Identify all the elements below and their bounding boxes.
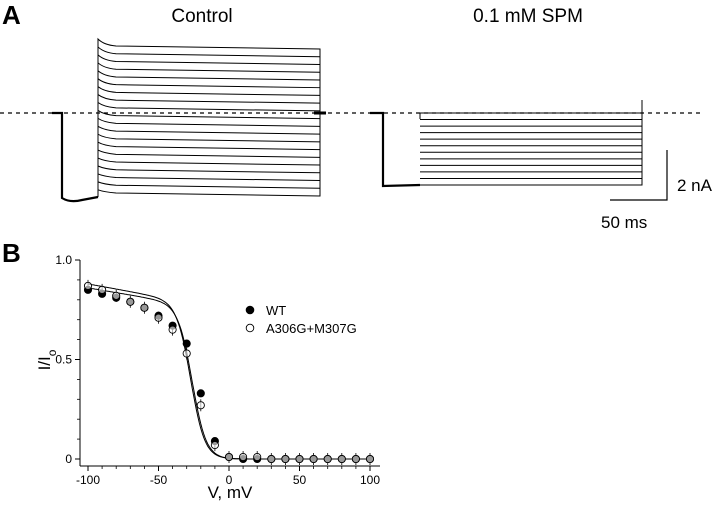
data-point-mutant: [168, 325, 177, 334]
x-tick-label: 100: [360, 473, 380, 487]
control-sweep-trace: [97, 77, 321, 197]
data-point-mutant: [351, 454, 360, 464]
control-sweep-trace: [97, 113, 321, 197]
fit-curve-mutant: [87, 283, 370, 460]
data-point-mutant: [337, 454, 346, 464]
x-tick-label: 50: [293, 473, 307, 487]
control-sweep-trace: [97, 85, 321, 197]
x-axis-title: V, mV: [208, 483, 253, 502]
spm-sweep-trace: [420, 113, 643, 134]
control-sweep-trace: [97, 61, 321, 197]
control-sweep-trace: [97, 113, 321, 197]
scale-current-label: 2 nA: [677, 176, 713, 195]
control-sweep-trace: [97, 113, 321, 197]
x-tick-label: 0: [226, 473, 233, 487]
x-tick-label: -100: [76, 473, 100, 487]
spm-sweep-trace: [420, 113, 643, 121]
data-point-mutant: [140, 303, 149, 312]
data-point-mutant: [126, 297, 135, 306]
control-label: Control: [171, 6, 232, 27]
legend-label-mutant: A306G+M307G: [266, 321, 357, 336]
y-tick-label: 0: [65, 452, 72, 466]
data-point-mutant: [253, 452, 262, 462]
control-sweep-trace: [97, 113, 321, 197]
data-point-mutant: [365, 454, 375, 464]
scale-bar: [610, 150, 668, 201]
control-sweep-trace: [97, 69, 321, 197]
control-sweep-trace: [97, 101, 321, 197]
axis-ticks: -100 -50 0 50 100 0 0.5 1.0: [55, 253, 380, 487]
data-point-mutant: [83, 281, 93, 290]
data-point-mutant: [196, 401, 205, 410]
spm-sweep-trace: [420, 113, 643, 186]
y-axis-title-sub: o: [45, 349, 59, 356]
scale-time-label: 50 ms: [601, 213, 647, 232]
spm-sweep-trace: [419, 112, 642, 119]
panel-a-letter: A: [2, 0, 21, 30]
spm-current-traces: [370, 100, 643, 188]
data-point-mutant: [295, 454, 304, 464]
y-axis-title-main: I/I: [35, 356, 54, 370]
y-axis-title: I/Io: [35, 349, 59, 370]
x-tick-label: -50: [150, 473, 168, 487]
control-sweep-trace: [97, 37, 321, 197]
legend-marker-wt: [245, 305, 255, 315]
legend-label-wt: WT: [266, 303, 286, 318]
data-point-mutant: [112, 291, 121, 300]
control-sweep-trace: [97, 113, 321, 197]
data-point-wt: [196, 389, 205, 398]
spm-prepulse-trace: [370, 111, 421, 188]
control-sweep-trace: [97, 113, 321, 197]
data-point-wt: [182, 339, 191, 348]
y-tick-label: 1.0: [55, 253, 72, 267]
data-point-mutant: [182, 349, 191, 358]
control-sweep-trace: [97, 109, 321, 197]
control-sweep-trace: [97, 113, 321, 197]
legend-marker-mutant: [245, 323, 255, 333]
data-point-mutant: [309, 454, 318, 464]
data-point-mutant: [210, 441, 219, 450]
control-sweep-trace: [97, 53, 321, 197]
control-sweep-trace: [97, 113, 321, 197]
svg-text:I/Io: I/Io: [35, 349, 59, 370]
control-sweep-trace: [97, 113, 321, 197]
control-current-traces: [52, 37, 326, 203]
data-point-mutant: [98, 285, 107, 294]
spm-sweep-trace: [420, 113, 643, 147]
fit-curves: [87, 283, 370, 460]
legend: WT A306G+M307G: [245, 303, 357, 336]
panel-b-letter: B: [2, 238, 21, 268]
spm-label: 0.1 mM SPM: [473, 6, 583, 27]
control-prepulse-trace: [52, 111, 99, 203]
fit-curve-wt: [87, 287, 370, 460]
control-sweep-trace: [97, 45, 321, 197]
control-sweep-trace: [97, 93, 321, 197]
data-point-mutant: [239, 452, 248, 462]
y-tick-label: 0.5: [55, 353, 72, 367]
spm-sweep-trace: [420, 113, 643, 173]
control-sweep-trace: [97, 113, 321, 197]
data-point-mutant: [281, 454, 290, 464]
data-point-mutant: [224, 452, 234, 462]
data-point-mutant: [154, 313, 163, 322]
data-point-mutant: [267, 454, 276, 464]
data-markers: [83, 279, 375, 465]
data-point-mutant: [323, 454, 332, 464]
